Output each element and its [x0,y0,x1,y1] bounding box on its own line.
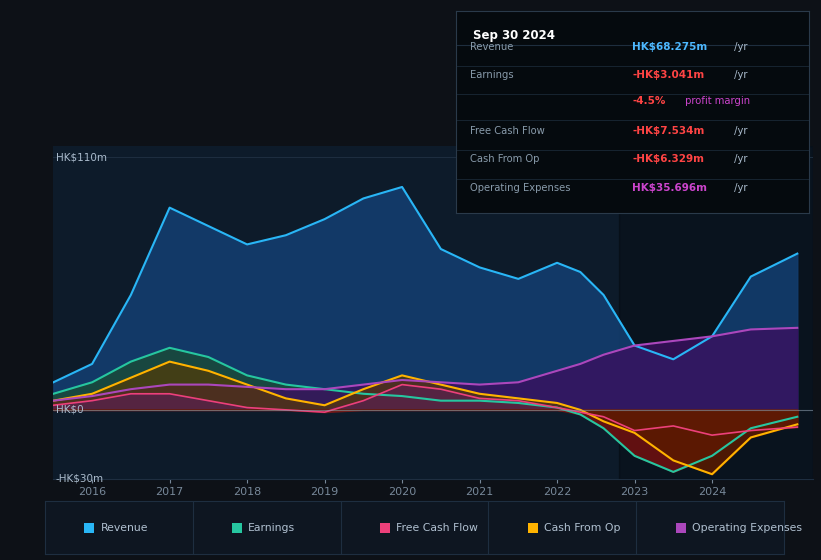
Text: Revenue: Revenue [470,41,513,52]
Text: -HK$3.041m: -HK$3.041m [632,70,704,80]
Text: -HK$7.534m: -HK$7.534m [632,126,704,136]
Text: Free Cash Flow: Free Cash Flow [397,523,478,533]
Text: Earnings: Earnings [249,523,296,533]
Text: -HK$30m: -HK$30m [56,474,103,484]
Text: HK$35.696m: HK$35.696m [632,183,707,193]
Text: -HK$6.329m: -HK$6.329m [632,155,704,165]
Text: /yr: /yr [731,155,747,165]
Text: /yr: /yr [731,183,747,193]
Text: Sep 30 2024: Sep 30 2024 [474,29,555,43]
Text: Operating Expenses: Operating Expenses [470,183,571,193]
Text: /yr: /yr [731,70,747,80]
Text: -4.5%: -4.5% [632,96,666,106]
Text: Earnings: Earnings [470,70,513,80]
Text: Cash From Op: Cash From Op [470,155,539,165]
Text: Revenue: Revenue [101,523,148,533]
Text: /yr: /yr [731,126,747,136]
Text: /yr: /yr [731,41,747,52]
Text: Free Cash Flow: Free Cash Flow [470,126,544,136]
Text: Cash From Op: Cash From Op [544,523,621,533]
Text: HK$0: HK$0 [56,405,83,415]
Text: Operating Expenses: Operating Expenses [692,523,801,533]
Bar [619,146,813,479]
Text: HK$110m: HK$110m [56,152,107,162]
Text: HK$68.275m: HK$68.275m [632,41,708,52]
Text: profit margin: profit margin [681,96,750,106]
